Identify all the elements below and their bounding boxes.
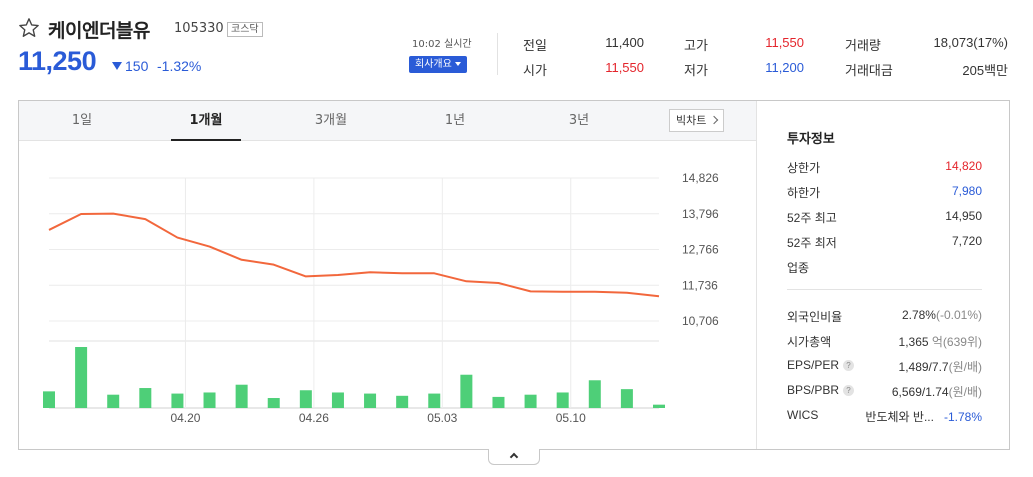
volume-label: 거래량 xyxy=(845,38,881,53)
y-tick-label: 10,706 xyxy=(682,314,719,328)
low52-value: 7,720 xyxy=(951,234,982,248)
volume-bar xyxy=(556,392,569,408)
open-label: 시가 xyxy=(523,63,547,78)
help-icon[interactable]: ? xyxy=(843,385,855,396)
down-triangle-icon xyxy=(112,62,122,70)
volume-bar xyxy=(524,394,537,408)
wics-sector-link[interactable]: 반도체와 반... xyxy=(865,410,934,424)
stock-name: 케이엔더블유 xyxy=(48,20,150,42)
upper-limit-value: 14,820 xyxy=(945,159,982,173)
lower-limit-label: 하한가 xyxy=(787,186,821,200)
sector-label: 업종 xyxy=(787,261,810,275)
invest-info-panel: 투자정보 상한가 14,820 하한가 7,980 52주 최고 14,950 … xyxy=(757,101,1009,449)
bps-pbr-unit: (원/배) xyxy=(948,385,982,399)
divider xyxy=(497,33,498,75)
favorite-star-icon[interactable] xyxy=(18,17,40,39)
volume-bar xyxy=(75,347,88,408)
high52-label: 52주 최고 xyxy=(787,211,837,225)
wics-change: -1.78% xyxy=(943,410,982,424)
price-chart[interactable]: 14,826 13,796 12,766 11,736 10,706 04.20 04.26… xyxy=(19,141,756,449)
y-tick-label: 11,736 xyxy=(682,278,718,292)
volume-bar xyxy=(460,374,473,408)
foreign-ratio-label: 외국인비율 xyxy=(787,310,843,324)
volume-bar xyxy=(364,393,377,408)
market-badge: 코스닥 xyxy=(227,22,263,37)
low-label: 저가 xyxy=(684,63,708,78)
volume-bar xyxy=(331,392,344,408)
volume-bar xyxy=(396,395,409,408)
volume-bar xyxy=(235,384,248,408)
y-tick-label: 14,826 xyxy=(682,171,719,185)
price-line xyxy=(48,212,660,298)
amount-label: 거래대금 xyxy=(845,63,893,78)
volume-bar xyxy=(588,380,601,408)
upper-limit-label: 상한가 xyxy=(787,161,821,175)
volume-bar xyxy=(267,398,280,408)
company-overview-label: 회사개요 xyxy=(415,59,452,70)
stock-code: 105330 xyxy=(174,21,224,36)
tab-1year[interactable]: 1년 xyxy=(444,113,466,128)
divider xyxy=(756,101,757,449)
high52-value: 14,950 xyxy=(945,209,982,223)
y-tick-label: 13,796 xyxy=(682,207,719,221)
y-tick-label: 12,766 xyxy=(682,243,719,257)
tab-3month[interactable]: 3개월 xyxy=(314,113,348,128)
tab-1day[interactable]: 1일 xyxy=(71,113,93,128)
x-tick-label: 05.10 xyxy=(556,411,586,425)
eps-per-label: EPS/PER xyxy=(787,358,840,372)
bps-pbr-value: 6,569/1.74 xyxy=(891,385,949,399)
volume-bar xyxy=(139,388,152,408)
volume-bar xyxy=(653,404,665,408)
wics-label: WICS xyxy=(787,408,819,422)
price-change: 150 xyxy=(112,58,148,74)
low-value: 11,200 xyxy=(765,60,804,75)
invest-info-title: 투자정보 xyxy=(787,132,835,147)
volume-bar xyxy=(492,396,505,408)
change-percent: -1.32% xyxy=(157,58,202,74)
help-icon[interactable]: ? xyxy=(843,360,855,371)
volume-bar xyxy=(203,392,216,408)
company-overview-button[interactable]: 회사개요 xyxy=(409,56,467,73)
volume-bar xyxy=(43,391,55,408)
caret-down-icon xyxy=(454,62,461,66)
high-value: 11,550 xyxy=(765,35,804,50)
volume-bar xyxy=(171,393,184,408)
x-tick-label: 05.03 xyxy=(427,411,457,425)
period-tabs: 1일 1개월 3개월 1년 3년 빅차트 xyxy=(19,101,756,141)
divider xyxy=(787,289,982,290)
high-label: 고가 xyxy=(684,38,708,53)
amount-value: 205백만 xyxy=(962,63,1008,78)
eps-per-unit: (원/배) xyxy=(948,360,982,374)
volume-bar xyxy=(299,390,312,408)
foreign-ratio-value: 2.78% xyxy=(901,308,936,322)
change-value: 150 xyxy=(125,58,149,74)
x-tick-label: 04.26 xyxy=(299,411,329,425)
chevron-up-icon xyxy=(509,452,519,462)
market-cap-rank: 억(639위) xyxy=(931,335,982,349)
tab-3year[interactable]: 3년 xyxy=(568,113,590,128)
chart-panel: 1일 1개월 3개월 1년 3년 빅차트 14,826 13,796 12,766 1… xyxy=(18,100,1010,450)
low52-label: 52주 최저 xyxy=(787,236,837,250)
bigchart-button[interactable]: 빅차트 xyxy=(669,109,725,132)
prev-close-value: 11,400 xyxy=(605,35,644,50)
market-cap-value: 1,365 xyxy=(898,335,929,349)
tab-1month[interactable]: 1개월 xyxy=(171,101,241,141)
volume-value: 18,073(17%) xyxy=(933,35,1008,50)
realtime-label: 10:02 실시간 xyxy=(412,39,472,50)
market-cap-label: 시가총액 xyxy=(787,335,832,349)
bigchart-label: 빅차트 xyxy=(676,114,707,127)
collapse-toggle[interactable] xyxy=(488,449,540,465)
volume-bar xyxy=(107,394,120,408)
prev-close-label: 전일 xyxy=(523,38,547,53)
volume-bar xyxy=(620,389,633,408)
chevron-right-icon xyxy=(710,115,719,125)
bps-pbr-label: BPS/PBR xyxy=(787,383,840,397)
current-price: 11,250 xyxy=(18,46,97,76)
lower-limit-value: 7,980 xyxy=(951,184,982,198)
foreign-ratio-change: (-0.01%) xyxy=(935,308,982,322)
volume-bar xyxy=(428,393,441,408)
eps-per-value: 1,489/7.7 xyxy=(898,360,949,374)
open-value: 11,550 xyxy=(605,60,644,75)
x-tick-label: 04.20 xyxy=(170,411,200,425)
